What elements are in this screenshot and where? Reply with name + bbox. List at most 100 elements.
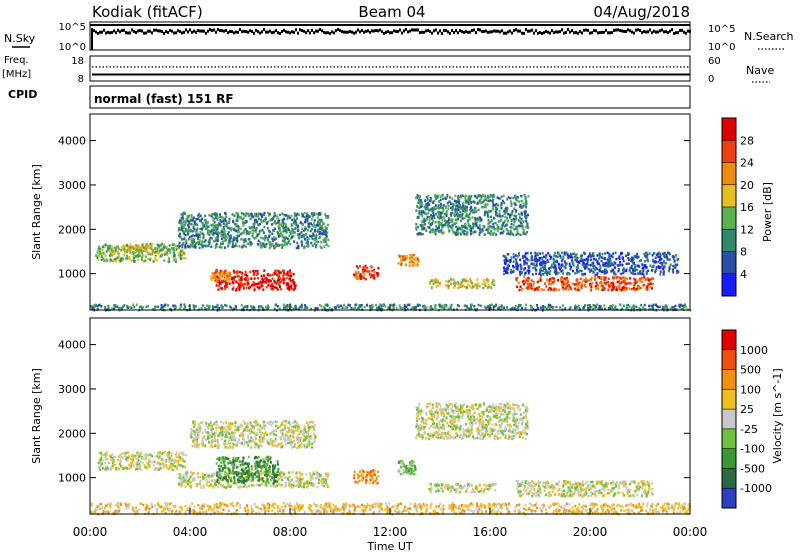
heatmap-cell: [279, 472, 282, 475]
heatmap-cell: [572, 264, 575, 267]
heatmap-cell: [595, 283, 598, 286]
heatmap-cell: [441, 194, 444, 197]
heatmap-cell: [317, 228, 320, 231]
heatmap-cell: [279, 231, 282, 234]
nsky-sample: [425, 29, 427, 33]
heatmap-cell: [590, 258, 592, 261]
heatmap-cell: [538, 258, 541, 262]
heatmap-cell: [334, 306, 337, 310]
nsky-sample: [355, 30, 357, 34]
heatmap-cell: [434, 304, 437, 307]
heatmap-cell: [322, 240, 325, 243]
heatmap-cell: [590, 286, 593, 289]
heatmap-cell: [210, 232, 213, 235]
heatmap-cell: [420, 228, 423, 231]
heatmap-cell: [286, 282, 289, 285]
heatmap-cell: [280, 484, 283, 487]
heatmap-cell: [445, 303, 448, 307]
heatmap-cell: [403, 256, 406, 260]
heatmap-cell: [147, 463, 150, 466]
nsky-sample: [423, 30, 425, 34]
heatmap-cell: [293, 240, 295, 243]
heatmap-cell: [619, 261, 622, 264]
power-panel-frame: [90, 114, 690, 310]
heatmap-cell: [631, 306, 634, 310]
heatmap-cell: [181, 212, 184, 216]
nsky-sample: [675, 31, 677, 35]
heatmap-cell: [225, 215, 228, 218]
nsky-sample: [279, 32, 281, 35]
heatmap-cell: [98, 303, 101, 307]
heatmap-cell: [458, 304, 461, 308]
heatmap-cell: [445, 210, 448, 213]
nsky-sample: [437, 31, 439, 35]
heatmap-cell: [273, 214, 276, 217]
heatmap-cell: [290, 229, 293, 233]
nsky-sample: [583, 28, 585, 32]
heatmap-cell: [493, 217, 496, 220]
heatmap-cell: [376, 274, 379, 277]
heatmap-cell: [123, 304, 126, 307]
heatmap-cell: [673, 260, 676, 263]
heatmap-cell: [281, 246, 284, 249]
heatmap-cell: [306, 240, 309, 244]
heatmap-cell: [298, 232, 301, 236]
heatmap-cell: [604, 252, 607, 255]
heatmap-cell: [277, 231, 279, 235]
heatmap-cell: [98, 458, 101, 461]
heatmap-cell: [522, 229, 525, 232]
heatmap-cell: [447, 204, 450, 208]
heatmap-cell: [490, 230, 493, 233]
heatmap-cell: [618, 257, 621, 261]
heatmap-cell: [454, 208, 457, 211]
heatmap-cell: [542, 269, 545, 273]
heatmap-cell: [592, 303, 595, 307]
heatmap-cell: [599, 276, 602, 280]
heatmap-cell: [235, 305, 237, 308]
heatmap-cell: [266, 238, 269, 242]
heatmap-cell: [583, 284, 586, 287]
heatmap-cell: [355, 275, 358, 279]
heatmap-cell: [523, 273, 526, 276]
heatmap-cell: [525, 216, 528, 219]
heatmap-cell: [293, 280, 296, 284]
heatmap-cell: [456, 210, 458, 213]
heatmap-cell: [251, 215, 254, 219]
heatmap-cell: [125, 458, 127, 461]
heatmap-cell: [469, 306, 472, 310]
heatmap-cell: [146, 466, 149, 469]
heatmap-cell: [244, 477, 247, 480]
heatmap-cell: [565, 282, 568, 285]
heatmap-cell: [676, 258, 679, 262]
heatmap-cell: [437, 221, 440, 224]
heatmap-cell: [196, 241, 199, 244]
heatmap-cell: [185, 454, 187, 457]
nsearch-bottom-tick: 10^0: [708, 42, 735, 53]
heatmap-cell: [485, 228, 488, 231]
heatmap-cell: [201, 472, 204, 475]
heatmap-cell: [219, 224, 222, 227]
heatmap-cell: [506, 259, 509, 262]
heatmap-cell: [354, 270, 357, 274]
nsky-sample: [443, 28, 445, 32]
heatmap-cell: [515, 259, 518, 262]
heatmap-cell: [591, 252, 594, 256]
heatmap-cell: [311, 215, 314, 218]
heatmap-cell: [477, 282, 480, 285]
heatmap-cell: [220, 273, 223, 276]
heatmap-cell: [143, 247, 146, 250]
heatmap-cell: [233, 228, 236, 231]
heatmap-cell: [221, 271, 224, 274]
heatmap-cell: [183, 460, 186, 463]
heatmap-cell: [326, 472, 329, 476]
heatmap-cell: [531, 287, 534, 290]
heatmap-cell: [616, 286, 619, 289]
nsky-sample: [575, 30, 577, 34]
heatmap-cell: [413, 261, 416, 265]
heatmap-cell: [603, 307, 606, 311]
heatmap-cell: [432, 215, 434, 218]
heatmap-cell: [550, 283, 553, 286]
heatmap-cell: [216, 271, 219, 275]
heatmap-cell: [554, 265, 556, 269]
